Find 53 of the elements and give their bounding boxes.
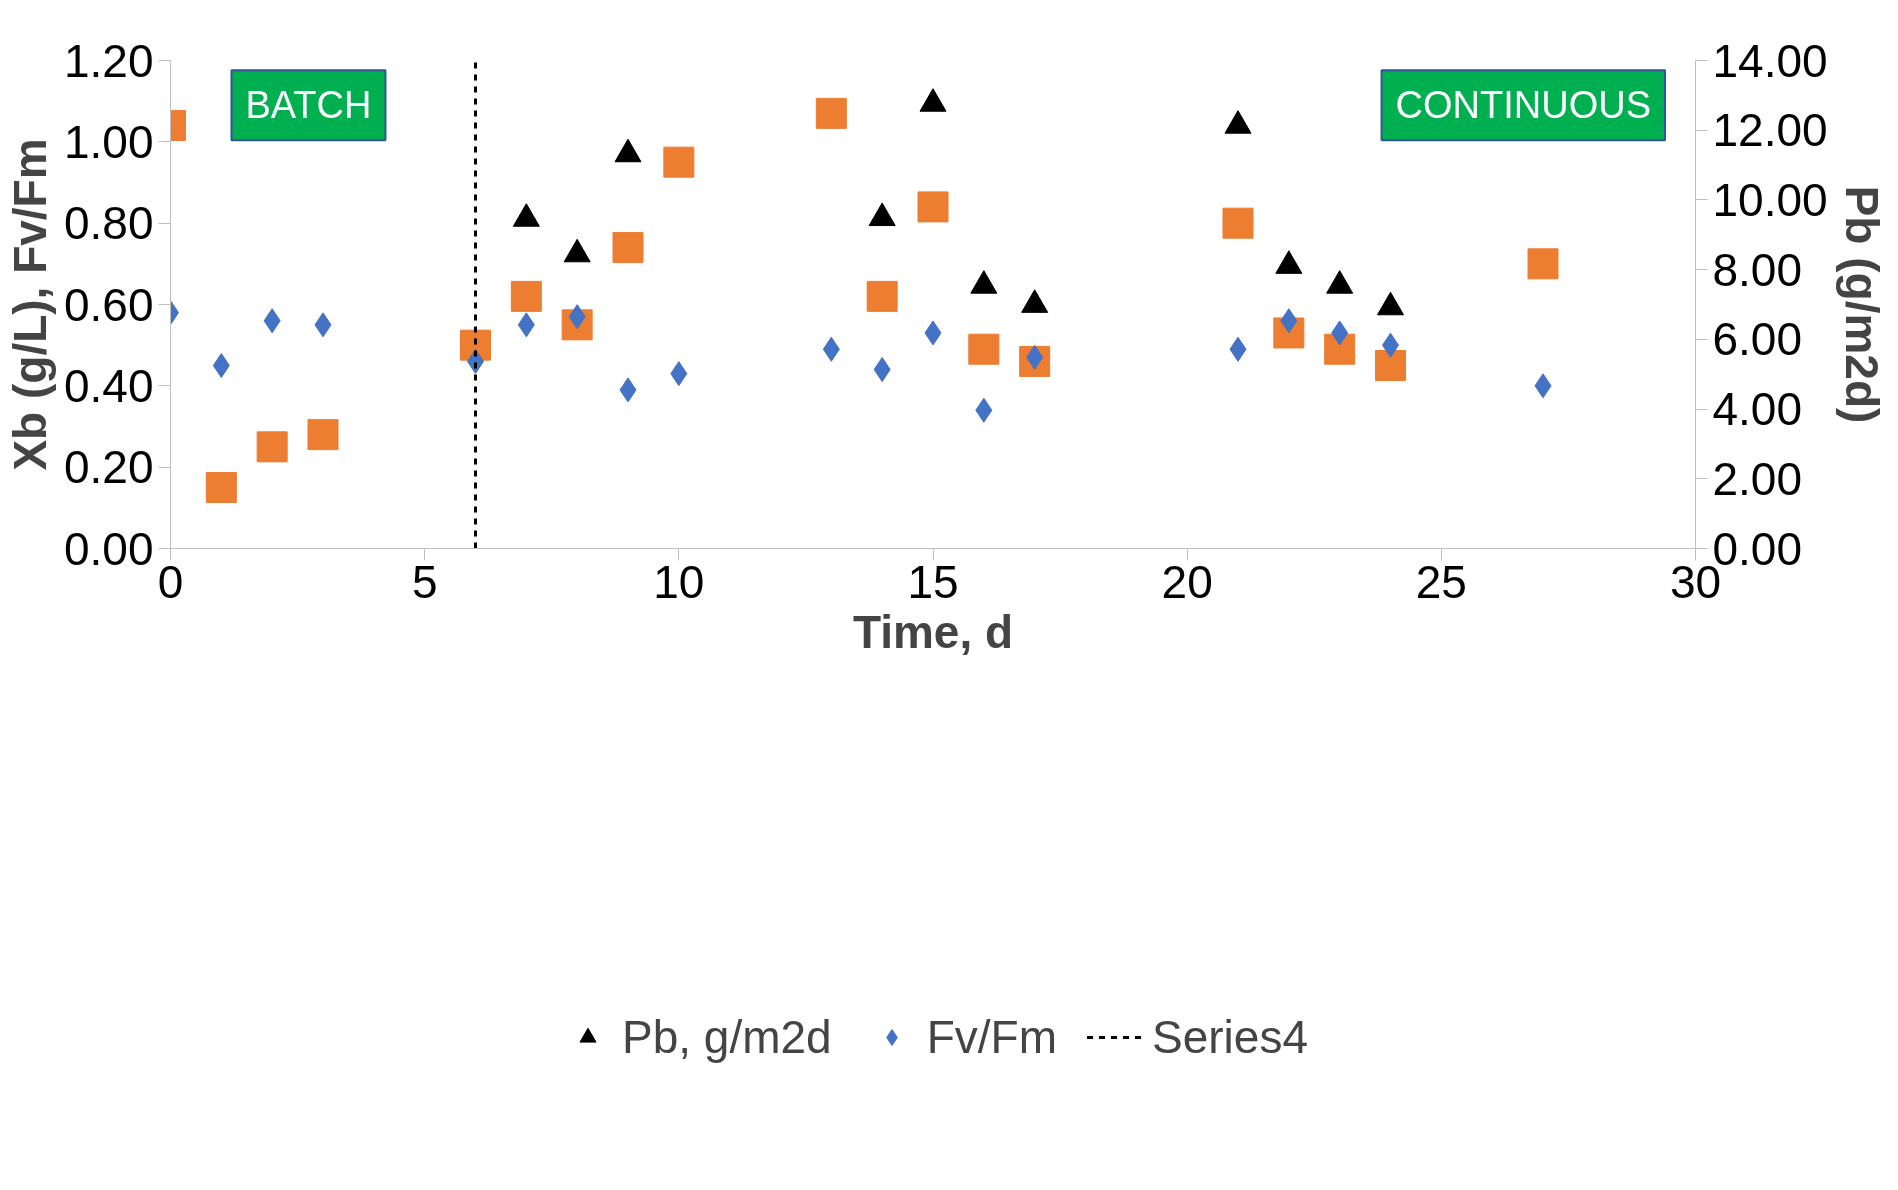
point	[1375, 350, 1406, 381]
point	[968, 333, 1000, 365]
y-tick-label: 1.00	[63, 115, 154, 168]
y-tick-label: 0.80	[63, 197, 154, 250]
legend-label: Series4	[1152, 1009, 1308, 1064]
point	[815, 97, 847, 129]
legend-label: Fv/Fm	[926, 1009, 1058, 1064]
point	[563, 238, 591, 263]
y2-tick-label: 2.00	[1712, 452, 1803, 505]
point	[1326, 270, 1354, 294]
point	[1224, 110, 1252, 134]
point	[917, 191, 949, 223]
point	[256, 431, 288, 463]
point	[510, 280, 542, 312]
y2-tick-label: 8.00	[1712, 243, 1803, 296]
annotation: BATCH	[245, 84, 372, 127]
point	[919, 88, 947, 112]
point	[307, 419, 339, 451]
point	[1275, 250, 1303, 274]
y2-axis-title: Pb (g/m2d)	[1835, 185, 1888, 424]
x-axis-title: Time, d	[852, 605, 1014, 658]
point	[970, 270, 998, 294]
annotation: CONTINUOUS	[1395, 84, 1652, 127]
x-tick-label: 15	[907, 555, 959, 608]
x-tick-label: 5	[411, 555, 438, 608]
point	[1021, 289, 1049, 313]
y-axis-title: Xb (g/L), Fv/Fm	[3, 138, 56, 471]
y-tick-label: 0.20	[63, 441, 154, 494]
point	[663, 146, 695, 178]
point	[614, 138, 642, 163]
y2-tick-label: 4.00	[1712, 383, 1803, 436]
point	[866, 280, 898, 312]
point	[212, 353, 230, 378]
point	[868, 202, 896, 227]
legend-label: Pb, g/m2d	[622, 1009, 832, 1064]
point	[512, 203, 540, 227]
y-tick-label: 0.40	[63, 359, 154, 412]
point	[612, 232, 644, 264]
y2-tick-label: 6.00	[1712, 313, 1803, 366]
point	[1527, 248, 1559, 280]
y-tick-label: 0.00	[63, 522, 154, 575]
y2-tick-label: 10.00	[1712, 173, 1828, 226]
x-tick-label: 0	[157, 555, 184, 608]
point	[205, 472, 237, 503]
y2-tick-label: 14.00	[1712, 34, 1828, 87]
y2-tick-label: 12.00	[1712, 104, 1828, 157]
y-tick-label: 0.60	[63, 278, 154, 331]
x-tick-label: 10	[653, 555, 705, 608]
x-tick-label: 20	[1161, 555, 1213, 608]
x-tick-label: 25	[1415, 555, 1467, 608]
point	[1377, 291, 1404, 316]
y-tick-label: 1.20	[63, 34, 154, 87]
point	[1222, 207, 1254, 239]
